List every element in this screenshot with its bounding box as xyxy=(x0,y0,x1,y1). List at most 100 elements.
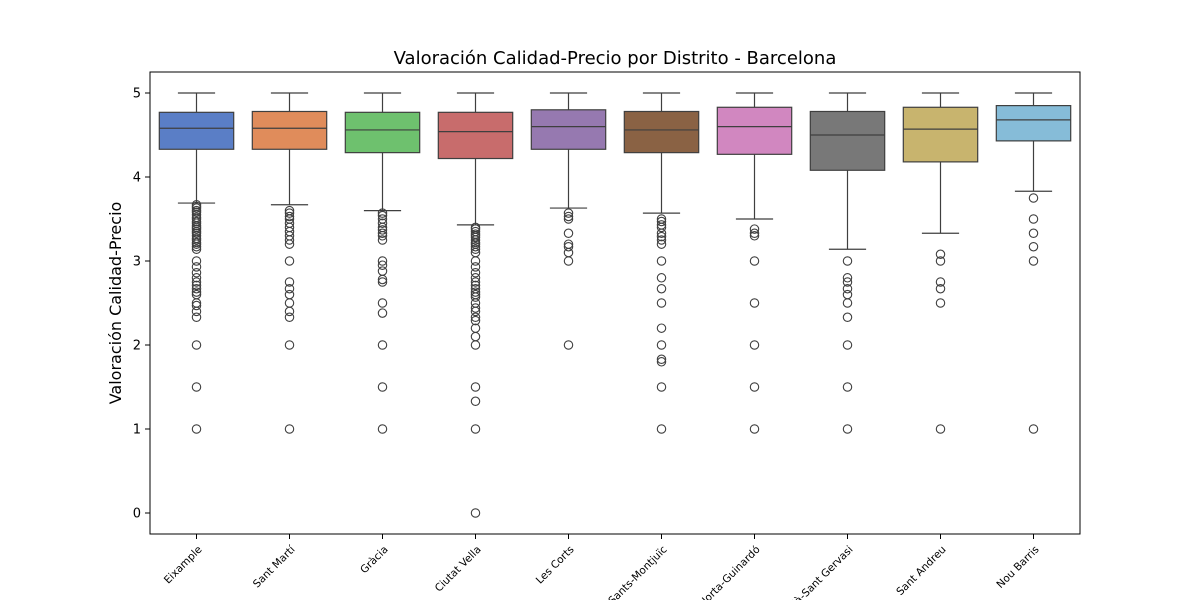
outlier-point xyxy=(470,303,481,313)
x-tick-label: Sant Andreu xyxy=(894,544,948,598)
outlier-point xyxy=(284,289,295,300)
outlier-point xyxy=(749,298,760,308)
outlier-point xyxy=(1028,228,1039,239)
x-tick-label: Ciutat Vella xyxy=(433,544,484,595)
box-iqr xyxy=(344,111,421,154)
outlier-point xyxy=(470,262,481,272)
outlier-point xyxy=(377,256,388,266)
outlier-point xyxy=(842,298,853,308)
outlier-point xyxy=(191,256,202,266)
box-iqr xyxy=(902,106,979,163)
outlier-point xyxy=(1028,241,1039,252)
outlier-point xyxy=(377,208,388,218)
outlier-point xyxy=(470,256,481,266)
outlier-point xyxy=(191,287,202,297)
outlier-point xyxy=(656,222,667,233)
outlier-point xyxy=(749,424,760,434)
outlier-point xyxy=(470,306,481,317)
outlier-point xyxy=(284,306,295,317)
outlier-point xyxy=(656,283,667,294)
box-iqr xyxy=(995,104,1072,142)
outlier-point xyxy=(470,277,481,287)
outlier-point xyxy=(377,225,388,235)
outlier-point xyxy=(749,340,760,350)
outlier-point xyxy=(656,273,667,283)
outlier-point xyxy=(284,256,295,266)
outlier-point xyxy=(656,231,667,242)
outlier-point xyxy=(470,232,481,243)
outlier-point xyxy=(470,382,481,392)
outlier-point xyxy=(377,382,388,392)
outlier-point xyxy=(935,283,946,294)
outlier-point xyxy=(191,283,202,294)
x-tick-label: Sant Martí xyxy=(251,543,298,590)
outlier-point xyxy=(935,256,946,266)
outlier-point xyxy=(377,274,388,285)
outlier-point xyxy=(749,231,760,241)
outlier-point xyxy=(470,235,481,245)
outlier-point xyxy=(935,298,946,308)
outlier-point xyxy=(377,340,388,350)
outlier-point xyxy=(284,277,295,287)
x-tick-label: Eixample xyxy=(162,544,205,587)
outlier-point xyxy=(1028,424,1039,434)
outlier-point xyxy=(656,354,667,365)
outlier-point xyxy=(842,340,853,350)
outlier-point xyxy=(284,340,295,350)
outlier-point xyxy=(656,235,667,245)
outlier-point xyxy=(470,268,481,278)
box-iqr xyxy=(809,110,886,171)
outlier-point xyxy=(656,298,667,308)
outlier-point xyxy=(563,241,574,252)
outlier-point xyxy=(656,340,667,350)
outlier-point xyxy=(191,273,202,283)
outlier-point xyxy=(284,424,295,434)
outlier-point xyxy=(470,340,481,350)
outlier-point xyxy=(191,224,202,234)
outlier-point xyxy=(563,214,574,224)
outlier-point xyxy=(470,244,481,254)
outlier-point xyxy=(284,235,295,245)
outlier-point xyxy=(191,424,202,434)
outlier-point xyxy=(191,235,202,245)
outlier-point xyxy=(656,239,667,249)
box-iqr xyxy=(437,111,514,160)
y-tick-label: 3 xyxy=(133,255,141,270)
outlier-point xyxy=(284,208,295,218)
outlier-point xyxy=(470,273,481,283)
outlier-point xyxy=(842,382,853,392)
chart-title: Valoración Calidad-Precio por Distrito -… xyxy=(394,48,837,69)
outlier-point xyxy=(377,218,388,228)
outlier-point xyxy=(656,228,667,239)
outlier-point xyxy=(842,283,853,294)
outlier-point xyxy=(191,207,202,218)
outlier-point xyxy=(377,277,388,287)
x-tick-label: Les Corts xyxy=(534,544,577,587)
box-iqr xyxy=(623,110,700,154)
outlier-point xyxy=(377,260,388,270)
outlier-point xyxy=(191,277,202,287)
outlier-point xyxy=(656,424,667,434)
outlier-point xyxy=(191,268,202,278)
y-tick-label: 1 xyxy=(133,423,141,438)
outlier-point xyxy=(656,357,667,367)
outlier-point xyxy=(470,315,481,326)
outlier-point xyxy=(470,331,481,342)
y-tick-label: 2 xyxy=(133,339,141,354)
x-tick-label: Gràcia xyxy=(358,544,391,577)
outlier-point xyxy=(842,273,853,283)
outlier-point xyxy=(470,292,481,302)
outlier-point xyxy=(191,262,202,272)
outlier-point xyxy=(1028,256,1039,266)
plot-frame xyxy=(149,71,1081,535)
outlier-point xyxy=(749,224,760,234)
outlier-point xyxy=(470,287,481,297)
outlier-point xyxy=(842,289,853,300)
outlier-point xyxy=(191,340,202,350)
outlier-point xyxy=(470,241,481,252)
outlier-point xyxy=(842,312,853,323)
outlier-point xyxy=(284,312,295,323)
outlier-point xyxy=(842,277,853,287)
outlier-point xyxy=(656,382,667,392)
outlier-point xyxy=(284,211,295,222)
